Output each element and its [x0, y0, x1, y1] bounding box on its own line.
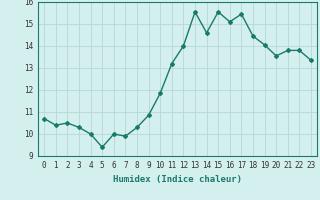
X-axis label: Humidex (Indice chaleur): Humidex (Indice chaleur)	[113, 175, 242, 184]
